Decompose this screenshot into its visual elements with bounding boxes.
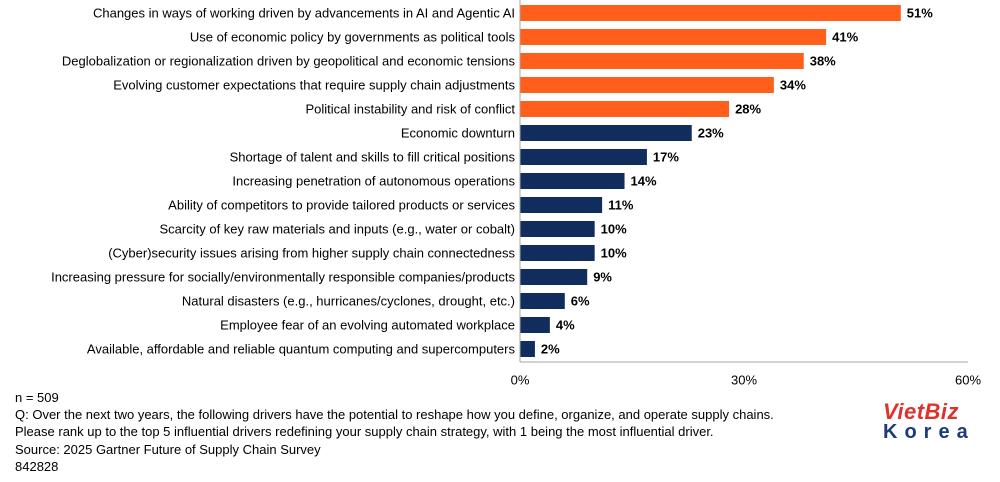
- value-label-shortage-of-talent-and-skills-to-fill-cr: 17%: [653, 150, 679, 165]
- bar-ability-of-competitors-to-provide-tailor: [520, 197, 603, 213]
- value-label-changes-in-ways-of-working-driven-by-adv: 51%: [907, 6, 933, 21]
- bar-changes-in-ways-of-working-driven-by-adv: [520, 5, 901, 21]
- bar-scarcity-of-key-raw-materials-and-inputs: [520, 221, 595, 237]
- category-label-changes-in-ways-of-working-driven-by-adv: Changes in ways of working driven by adv…: [93, 6, 515, 21]
- source-note: Source: 2025 Gartner Future of Supply Ch…: [15, 441, 321, 457]
- logo-line1: VietBiz: [883, 399, 960, 424]
- value-label-cyber-security-issues-arising-from-highe: 10%: [601, 246, 627, 261]
- category-label-use-of-economic-policy-by-governments-as: Use of economic policy by governments as…: [190, 30, 516, 45]
- value-label-available-affordable-and-reliable-quantu: 2%: [541, 342, 560, 357]
- footnote: n = 509 Q: Over the next two years, the …: [15, 389, 774, 475]
- figure-id: 842828: [15, 458, 59, 474]
- category-label-available-affordable-and-reliable-quantu: Available, affordable and reliable quant…: [87, 342, 516, 357]
- category-label-economic-downturn: Economic downturn: [401, 126, 515, 141]
- bar-natural-disasters-e-g-hurricanes-cyclone: [520, 293, 565, 309]
- bar-cyber-security-issues-arising-from-highe: [520, 245, 595, 261]
- sample-size: n = 509: [15, 390, 59, 405]
- x-tick-label: 60%: [955, 373, 981, 388]
- value-label-evolving-customer-expectations-that-requ: 34%: [780, 78, 806, 93]
- x-tick-labels-group: 0% 30% 60%: [511, 373, 982, 388]
- value-label-political-instability-and-risk-of-confli: 28%: [735, 102, 761, 117]
- bar-available-affordable-and-reliable-quantu: [520, 341, 535, 357]
- category-label-shortage-of-talent-and-skills-to-fill-cr: Shortage of talent and skills to fill cr…: [230, 150, 516, 165]
- bar-increasing-penetration-of-autonomous-ope: [520, 173, 625, 189]
- value-label-deglobalization-or-regionalization-drive: 38%: [810, 54, 836, 69]
- bar-evolving-customer-expectations-that-requ: [520, 77, 774, 93]
- category-label-scarcity-of-key-raw-materials-and-inputs: Scarcity of key raw materials and inputs…: [160, 222, 515, 237]
- survey-instruction: Please rank up to the top 5 influential …: [15, 424, 714, 440]
- value-label-use-of-economic-policy-by-governments-as: 41%: [832, 30, 858, 45]
- vietbiz-korea-logo: VietBiz Korea: [883, 399, 983, 443]
- category-label-ability-of-competitors-to-provide-tailor: Ability of competitors to provide tailor…: [168, 198, 515, 213]
- bar-employee-fear-of-an-evolving-automated-w: [520, 317, 550, 333]
- horizontal-bar-chart: Changes in ways of working driven by adv…: [51, 0, 982, 388]
- survey-question: Q: Over the next two years, the followin…: [15, 407, 774, 423]
- category-label-increasing-penetration-of-autonomous-ope: Increasing penetration of autonomous ope…: [232, 174, 515, 189]
- category-label-cyber-security-issues-arising-from-highe: (Cyber)security issues arising from high…: [108, 246, 515, 261]
- category-label-employee-fear-of-an-evolving-automated-w: Employee fear of an evolving automated w…: [220, 318, 515, 333]
- bar-economic-downturn: [520, 125, 692, 141]
- category-label-increasing-pressure-for-socially-environ: Increasing pressure for socially/environ…: [51, 270, 515, 285]
- value-label-increasing-penetration-of-autonomous-ope: 14%: [631, 174, 657, 189]
- bar-use-of-economic-policy-by-governments-as: [520, 29, 827, 45]
- value-label-economic-downturn: 23%: [698, 126, 724, 141]
- category-label-natural-disasters-e-g-hurricanes-cyclone: Natural disasters (e.g., hurricanes/cycl…: [182, 294, 515, 309]
- value-label-scarcity-of-key-raw-materials-and-inputs: 10%: [601, 222, 627, 237]
- bar-increasing-pressure-for-socially-environ: [520, 269, 588, 285]
- category-label-deglobalization-or-regionalization-drive: Deglobalization or regionalization drive…: [62, 54, 516, 69]
- value-labels-group: 51% 41% 38% 34% 28% 23% 17% 14% 11% 10% 10% 9%6% 4% 2…: [541, 6, 933, 357]
- value-label-natural-disasters-e-g-hurricanes-cyclone: 6%: [571, 294, 590, 309]
- x-tick-label: 0%: [511, 373, 530, 388]
- bars-group: [520, 5, 901, 357]
- bar-deglobalization-or-regionalization-drive: [520, 53, 804, 69]
- value-label-increasing-pressure-for-socially-environ: 9%: [593, 270, 612, 285]
- category-label-political-instability-and-risk-of-confli: Political instability and risk of confli…: [305, 102, 515, 117]
- category-labels-group: Changes in ways of working driven by adv…: [51, 6, 515, 357]
- value-label-ability-of-competitors-to-provide-tailor: 11%: [608, 198, 634, 213]
- x-tick-label: 30%: [731, 373, 757, 388]
- bar-political-instability-and-risk-of-confli: [520, 101, 730, 117]
- bar-shortage-of-talent-and-skills-to-fill-cr: [520, 149, 647, 165]
- value-label-employee-fear-of-an-evolving-automated-w: 4%: [556, 318, 575, 333]
- logo-line2: Korea: [883, 421, 975, 443]
- category-label-evolving-customer-expectations-that-requ: Evolving customer expectations that requ…: [113, 78, 515, 93]
